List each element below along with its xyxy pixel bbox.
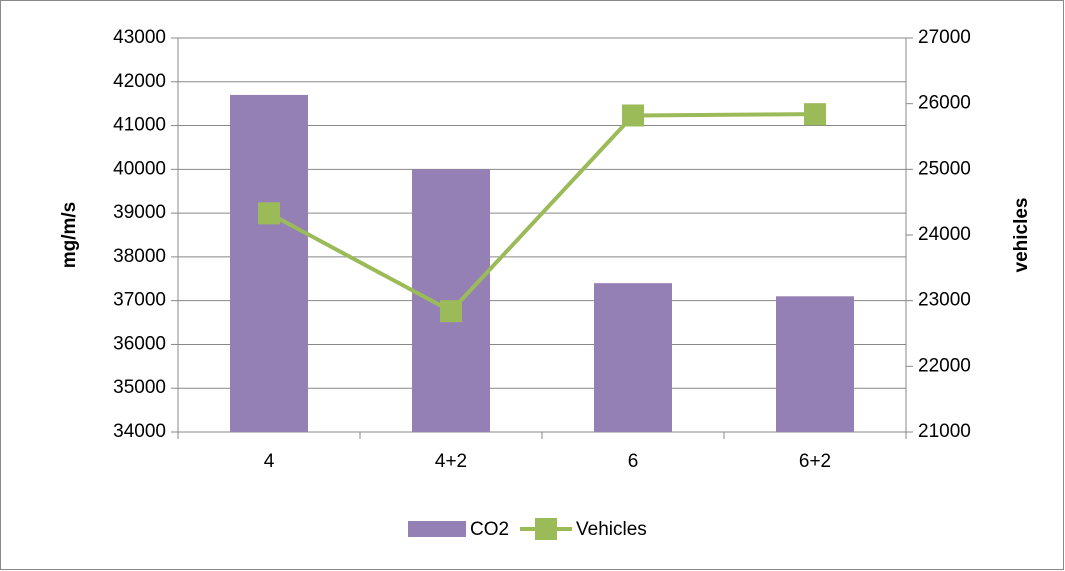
legend-label: CO2 [470,519,509,540]
y-tick-label: 40000 [113,158,166,179]
legend-label: Vehicles [576,519,647,540]
y2-tick-label: 23000 [918,290,971,311]
y-axis-title: mg/m/s [59,202,80,269]
y2-tick-label: 26000 [918,93,971,114]
x-tick-label: 6+2 [799,451,831,472]
y-tick-label: 34000 [113,421,166,442]
y-tick-label: 39000 [113,202,166,223]
marker [804,103,826,126]
y-tick-label: 38000 [113,246,166,267]
x-tick-label: 4+2 [435,451,467,472]
y-tick-label: 43000 [113,27,166,48]
y2-tick-label: 25000 [918,158,971,179]
y2-tick-label: 21000 [918,421,971,442]
bar [594,283,672,432]
y2-tick-label: 22000 [918,355,971,376]
x-tick-label: 4 [264,451,275,472]
x-tick-label: 6 [628,451,639,472]
legend-swatch-marker [535,518,557,540]
marker [258,202,280,225]
y-tick-label: 37000 [113,290,166,311]
y-tick-label: 35000 [113,377,166,398]
bar [230,94,308,433]
y-tick-label: 36000 [113,333,166,354]
y-tick-label: 41000 [113,115,166,136]
marker [440,300,462,323]
y2-tick-label: 27000 [918,27,971,48]
y-tick-label: 42000 [113,71,166,92]
marker [622,104,644,127]
legend-swatch [408,521,466,537]
line [268,112,816,314]
y2-axis-title: vehicles [1011,198,1032,273]
bar [776,296,854,432]
y2-tick-label: 24000 [918,224,971,245]
